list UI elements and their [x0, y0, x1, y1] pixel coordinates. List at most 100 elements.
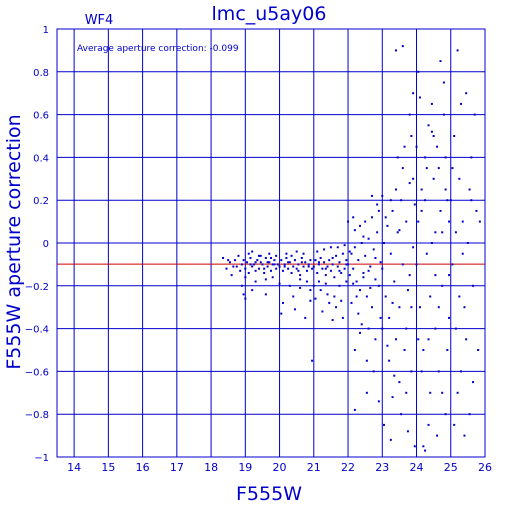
data-point [389, 438, 392, 441]
data-point [434, 327, 437, 330]
data-point [276, 263, 279, 266]
data-point [328, 301, 331, 304]
data-point [410, 135, 413, 137]
y-tick-label: 1 [43, 25, 49, 36]
x-tick-label: 26 [478, 461, 492, 474]
data-point [336, 246, 339, 249]
data-point [225, 267, 228, 270]
data-point [300, 261, 303, 264]
data-point [283, 263, 286, 266]
data-point [446, 199, 449, 202]
y-axis-label: F555W aperture correction [3, 114, 25, 369]
data-point [350, 301, 353, 304]
average-correction-annotation: Average aperture correction: -0.099 [77, 44, 239, 54]
data-point [290, 254, 293, 257]
y-tick-label: −0.6 [25, 367, 49, 378]
data-point [413, 203, 416, 206]
data-point [391, 396, 394, 399]
data-point [374, 256, 377, 259]
x-tick-label: 24 [410, 461, 424, 474]
data-point [384, 295, 387, 298]
data-point [412, 92, 415, 95]
data-point [367, 269, 370, 272]
data-point [454, 231, 457, 234]
data-point [406, 430, 409, 433]
data-point [268, 261, 271, 264]
data-point [347, 263, 350, 266]
data-point [360, 323, 363, 326]
data-point [338, 261, 341, 264]
data-point [316, 250, 319, 253]
data-point [465, 92, 468, 95]
data-point [317, 280, 320, 283]
data-point [408, 274, 411, 277]
data-point [408, 113, 411, 116]
data-point [237, 254, 240, 257]
data-point [234, 259, 237, 262]
data-point [362, 276, 365, 279]
data-point [384, 216, 387, 219]
data-point [353, 349, 356, 351]
data-point [244, 297, 247, 300]
data-point [364, 220, 367, 223]
data-point [353, 246, 356, 249]
data-point [280, 312, 283, 315]
data-point [441, 231, 444, 234]
data-point [444, 413, 447, 416]
data-point [288, 261, 291, 264]
data-point [415, 145, 418, 148]
x-tick-label: 22 [341, 461, 355, 474]
data-point [377, 284, 380, 287]
data-point [408, 182, 411, 185]
data-point [432, 177, 435, 180]
data-point [329, 269, 332, 272]
data-point [393, 374, 396, 377]
data-point [305, 269, 308, 272]
data-point [359, 331, 362, 334]
data-point [427, 423, 430, 426]
data-point [333, 295, 336, 298]
data-point [314, 259, 317, 262]
data-point [420, 188, 423, 191]
data-point [305, 280, 308, 283]
data-point [436, 145, 439, 148]
y-tick-label: 0.2 [33, 196, 49, 207]
data-point [266, 265, 269, 268]
data-point [304, 261, 307, 264]
data-point [400, 413, 403, 416]
data-point [275, 267, 278, 270]
data-point [401, 45, 404, 48]
data-point [430, 130, 433, 133]
data-point [309, 299, 312, 302]
data-point [264, 278, 267, 281]
data-point [254, 261, 257, 264]
data-point [391, 301, 394, 304]
data-point [470, 156, 473, 159]
data-point [235, 265, 238, 268]
data-point [292, 265, 295, 268]
x-tick-label: 20 [273, 461, 287, 474]
data-point [396, 231, 399, 234]
data-point [323, 261, 326, 264]
data-point [468, 413, 471, 416]
data-point [345, 263, 348, 266]
data-point [458, 177, 461, 180]
data-point [374, 278, 377, 281]
data-point [328, 259, 331, 262]
data-point [357, 259, 360, 262]
data-point [420, 370, 423, 373]
data-point [266, 261, 269, 264]
data-point [244, 276, 247, 279]
data-point [388, 316, 391, 319]
data-point [427, 338, 430, 341]
data-point [278, 265, 281, 268]
data-point [403, 349, 406, 351]
y-tick-label: 0.6 [33, 111, 49, 122]
data-point [405, 327, 408, 330]
data-point [299, 286, 302, 289]
data-point [343, 244, 346, 247]
data-point [350, 252, 353, 255]
data-point [461, 220, 464, 223]
data-point [425, 252, 428, 255]
